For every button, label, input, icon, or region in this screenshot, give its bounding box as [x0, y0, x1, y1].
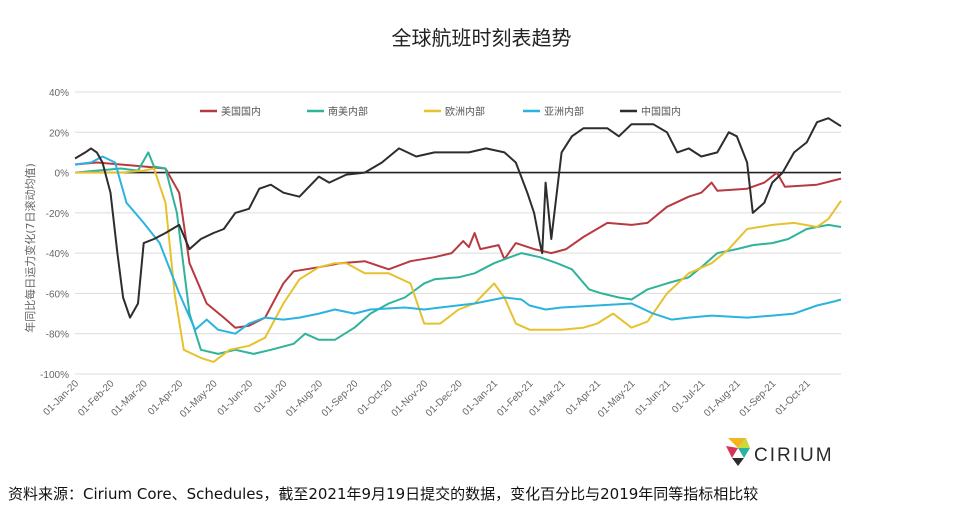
- chart-series: [74, 117, 842, 363]
- y-tick-label: 40%: [49, 88, 69, 99]
- chart-title: 全球航班时刻表趋势: [391, 26, 572, 50]
- x-tick-label: 01-Dec-20: [424, 378, 465, 419]
- y-tick-label: -100%: [40, 370, 69, 381]
- x-tick-label: 01-Jul-21: [670, 378, 708, 416]
- x-axis-ticks: 01-Jan-2001-Feb-2001-Mar-2001-Apr-2001-M…: [42, 378, 814, 420]
- x-tick-label: 01-Jun-21: [633, 378, 673, 418]
- x-tick-label: 01-Jan-20: [42, 378, 82, 418]
- y-tick-label: -80%: [46, 330, 69, 341]
- legend-label-0[interactable]: 美国国内: [221, 105, 261, 118]
- legend-label-4[interactable]: 中国国内: [641, 105, 681, 118]
- cirium-logo: CIRIUM: [724, 432, 864, 472]
- y-tick-label: 20%: [49, 128, 69, 139]
- cirium-logo-icon: [726, 438, 750, 466]
- legend-label-3[interactable]: 亚洲内部: [544, 105, 584, 118]
- y-axis-ticks: -100% -80% -60% -40% -20% 0% 20% 40%: [40, 88, 69, 381]
- legend-label-2[interactable]: 欧洲内部: [445, 105, 485, 118]
- y-tick-label: -20%: [46, 209, 69, 220]
- series-line-3: [74, 155, 842, 335]
- x-tick-label: 01-Oct-21: [774, 378, 814, 418]
- x-tick-label: 01-Aug-21: [702, 378, 743, 419]
- series-line-2: [75, 167, 842, 363]
- y-axis-label: 年同比每日运力变化(7日滚动均值): [23, 163, 37, 333]
- x-tick-label: 01-Aug-20: [284, 378, 325, 419]
- y-tick-label: 0%: [55, 169, 70, 180]
- x-tick-label: 01-May-20: [178, 378, 220, 420]
- cirium-logo-text: CIRIUM: [754, 445, 834, 466]
- chart-gridlines: [75, 91, 841, 375]
- series-line-1: [74, 151, 842, 355]
- x-tick-label: 01-Mar-20: [109, 378, 150, 419]
- x-tick-label: 01-Sep-21: [738, 378, 779, 419]
- x-tick-label: 01-Jan-21: [461, 378, 501, 418]
- x-tick-label: 01-Sep-20: [320, 378, 361, 419]
- chart-legend[interactable]: 美国国内 南美内部 欧洲内部 亚洲内部 中国国内: [200, 105, 681, 118]
- source-note: 资料来源：Cirium Core、Schedules，截至2021年9月19日提…: [8, 485, 759, 503]
- y-tick-label: -60%: [46, 289, 69, 300]
- x-tick-label: 01-May-21: [596, 378, 638, 420]
- legend-label-1[interactable]: 南美内部: [328, 105, 368, 118]
- x-tick-label: 01-Jun-20: [216, 378, 256, 418]
- y-tick-label: -40%: [46, 249, 69, 260]
- series-line-0: [74, 161, 842, 329]
- x-tick-label: 01-Jul-20: [252, 378, 290, 416]
- series-line-4: [74, 117, 842, 319]
